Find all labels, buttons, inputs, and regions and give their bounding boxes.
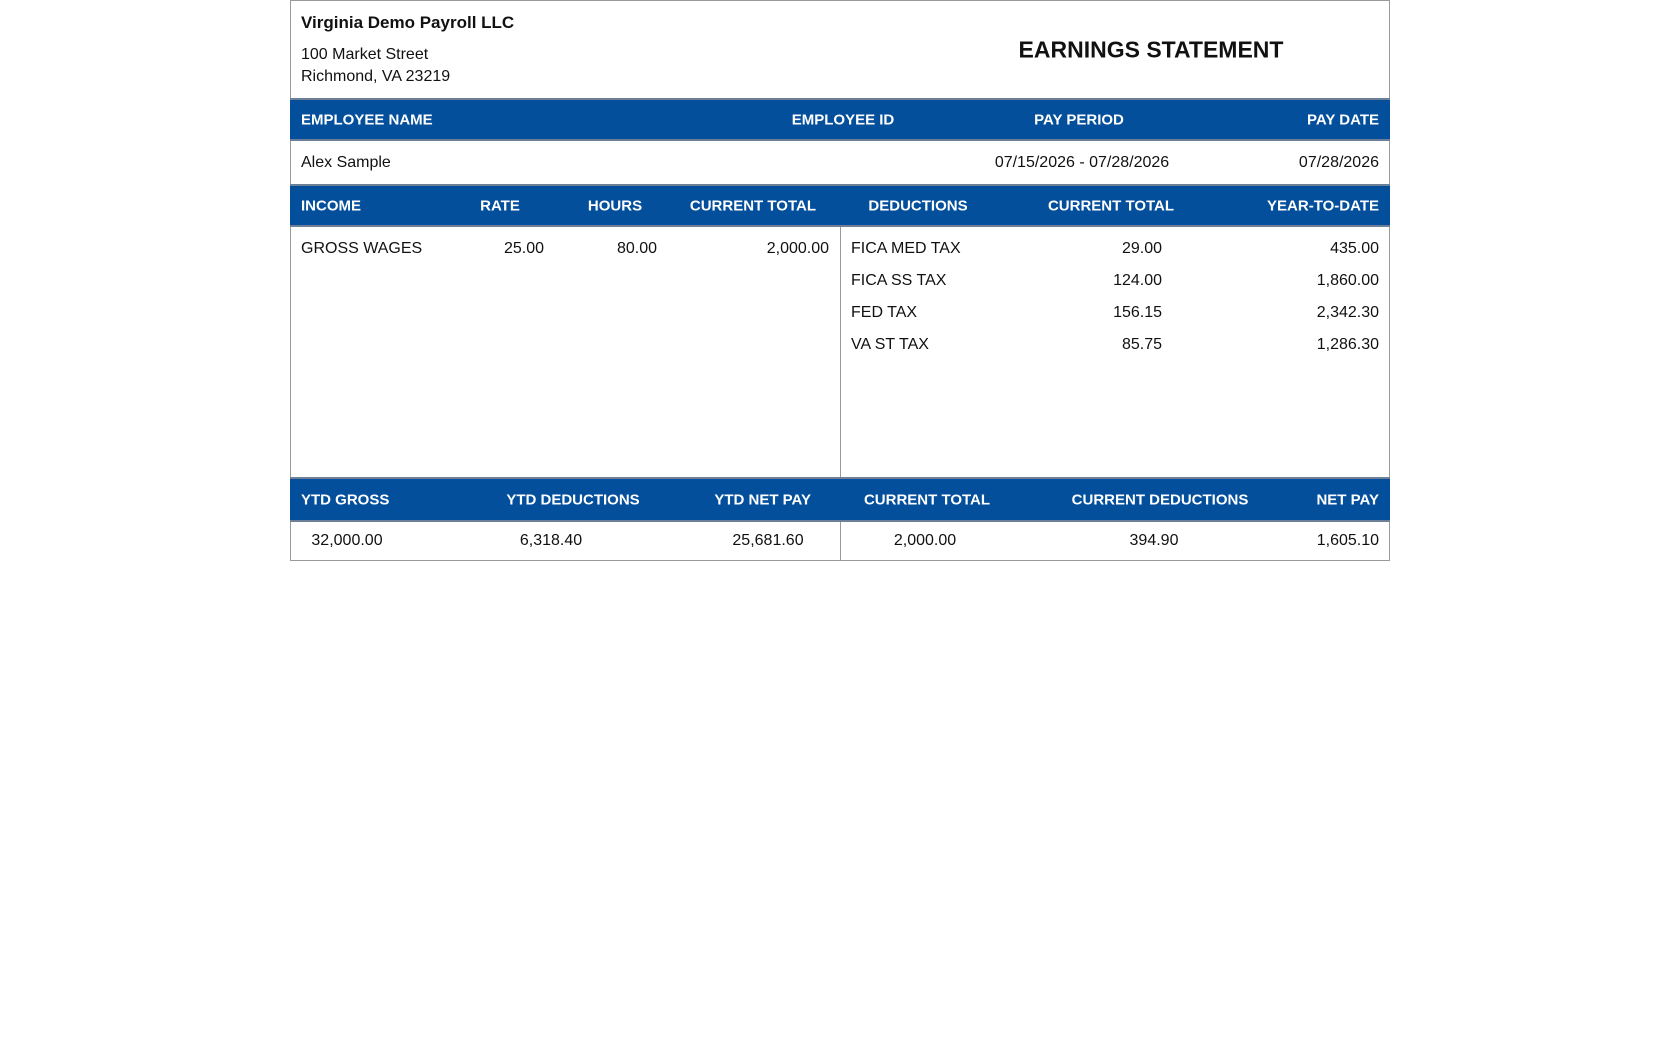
column-header: PAY PERIOD — [1034, 111, 1124, 129]
column-divider — [840, 522, 841, 560]
deduction-cell: 124.00 — [1113, 272, 1162, 289]
deduction-cell: 29.00 — [1121, 240, 1162, 257]
employee-name: Alex Sample — [301, 154, 391, 171]
column-header: EMPLOYEE ID — [791, 111, 895, 129]
header-bar — [290, 477, 1390, 522]
column-header: DEDUCTIONS — [868, 197, 968, 215]
column-header: PAY DATE — [1307, 111, 1379, 129]
column-header: YTD DEDUCTIONS — [506, 491, 640, 509]
column-header: INCOME — [301, 197, 361, 215]
income-cell: 80.00 — [616, 240, 657, 257]
deduction-cell: 85.75 — [1121, 336, 1162, 353]
header-bar — [290, 98, 1390, 141]
deduction-cell: 435.00 — [1330, 240, 1379, 257]
column-header: CURRENT TOTAL — [1047, 197, 1175, 215]
deduction-cell: VA ST TAX — [851, 336, 929, 353]
deduction-cell: 1,286.30 — [1316, 336, 1379, 353]
deduction-cell: 156.15 — [1113, 304, 1162, 321]
deduction-cell: 1,860.00 — [1316, 272, 1379, 289]
statement-frame — [290, 0, 1390, 561]
column-header: NET PAY — [1316, 491, 1379, 509]
column-header: HOURS — [587, 197, 643, 215]
column-divider — [840, 227, 841, 477]
statement-title: EARNINGS STATEMENT — [1018, 36, 1284, 63]
company-address: 100 Market Street — [301, 46, 429, 63]
column-header: CURRENT TOTAL — [863, 491, 991, 509]
company-name: Virginia Demo Payroll LLC — [301, 13, 515, 32]
deduction-cell: FICA SS TAX — [851, 272, 947, 289]
pay-period: 07/15/2026 - 07/28/2026 — [994, 154, 1170, 171]
column-header: CURRENT TOTAL — [689, 197, 816, 215]
header-bar — [290, 184, 1390, 227]
total-value: 394.90 — [1129, 532, 1179, 549]
column-header: EMPLOYEE NAME — [301, 111, 433, 129]
income-cell: 2,000.00 — [766, 240, 829, 257]
income-cell: 25.00 — [503, 240, 544, 257]
total-value: 2,000.00 — [893, 532, 957, 549]
column-header: YTD GROSS — [301, 491, 390, 509]
pay-date: 07/28/2026 — [1298, 154, 1379, 171]
column-header: CURRENT DEDUCTIONS — [1071, 491, 1249, 509]
total-value: 1,605.10 — [1316, 532, 1379, 549]
column-header: YEAR-TO-DATE — [1267, 197, 1379, 215]
income-cell: GROSS WAGES — [301, 240, 423, 257]
total-value: 32,000.00 — [311, 532, 383, 549]
deduction-cell: FED TAX — [851, 304, 918, 321]
column-header: RATE — [480, 197, 520, 215]
deduction-cell: 2,342.30 — [1316, 304, 1379, 321]
total-value: 25,681.60 — [732, 532, 804, 549]
total-value: 6,318.40 — [519, 532, 583, 549]
deduction-cell: FICA MED TAX — [851, 240, 961, 257]
company-address: Richmond, VA 23219 — [301, 68, 451, 85]
column-header: YTD NET PAY — [714, 491, 811, 509]
